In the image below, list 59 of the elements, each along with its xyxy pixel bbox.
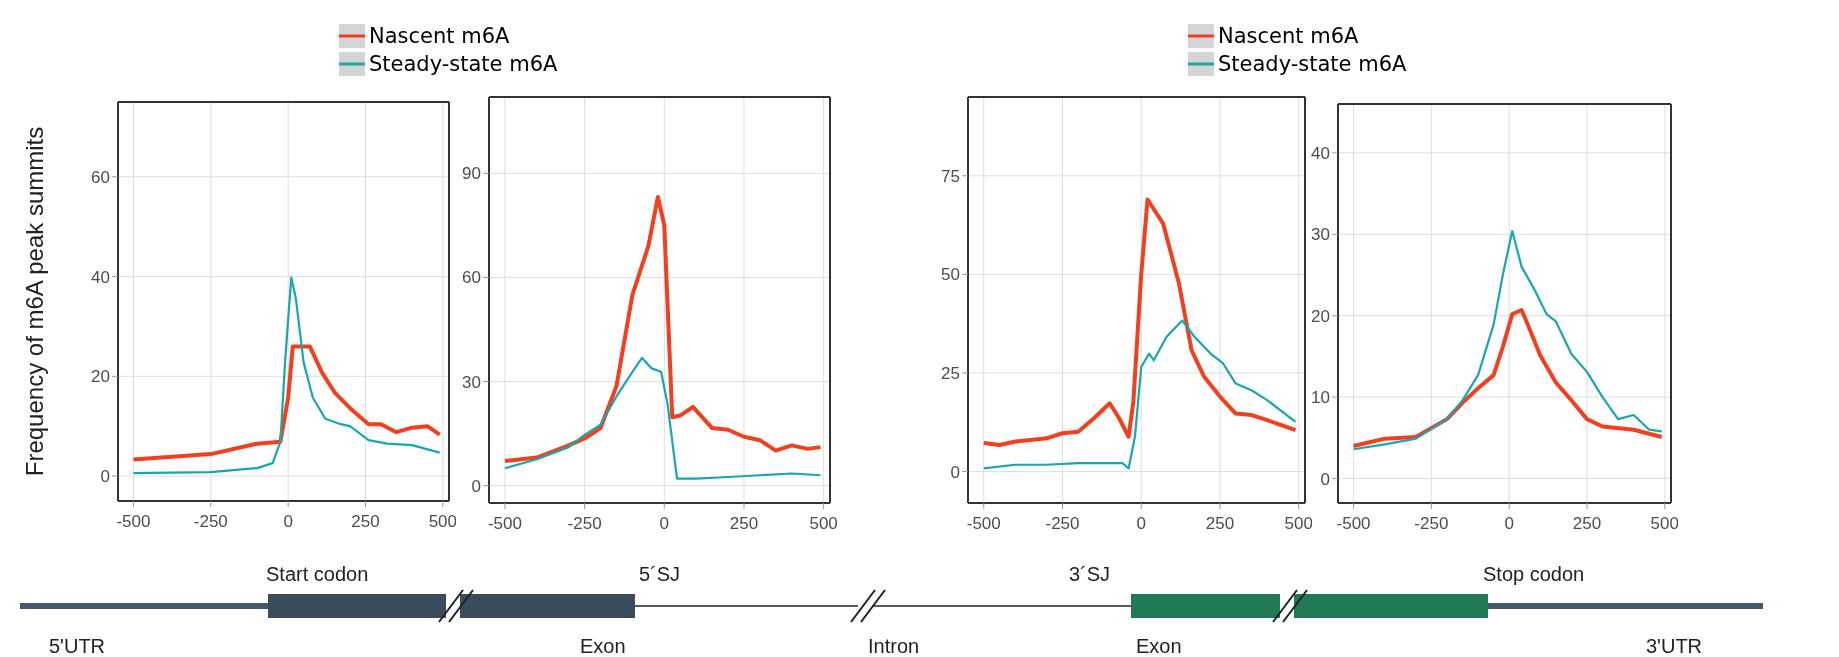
x-tick-label: -250 <box>1414 514 1449 534</box>
text: Stop codon <box>1483 563 1585 585</box>
line-series <box>132 276 441 475</box>
y-tick-label: 20 <box>1311 306 1330 326</box>
x-tick-label: 0 <box>1504 514 1514 534</box>
line-series <box>1352 229 1663 451</box>
line-series <box>503 356 822 480</box>
y-tick-label: 90 <box>462 164 481 184</box>
x-tick-label: -500 <box>1336 514 1371 534</box>
text: 3'UTR <box>1646 635 1703 657</box>
text: 5´SJ <box>639 563 681 585</box>
y-tick-label: 30 <box>1311 225 1330 245</box>
x-tick-label: 250 <box>1205 514 1235 534</box>
x-tick-label: 500 <box>428 512 457 532</box>
text: Intron <box>868 635 920 657</box>
y-tick-label: 50 <box>941 265 960 285</box>
text: 5'UTR <box>49 635 106 657</box>
y-tick-label: 0 <box>471 476 481 496</box>
y-tick-label: 25 <box>941 363 960 383</box>
text: Start codon <box>266 563 369 585</box>
y-tick-label: 40 <box>91 267 110 287</box>
x-tick-label: 250 <box>1572 514 1602 534</box>
x-tick-label: 0 <box>659 514 670 534</box>
y-tick-label: 0 <box>950 462 960 482</box>
legend-label: Steady-state m6A <box>369 51 558 78</box>
legend-label: Steady-state m6A <box>1218 51 1407 78</box>
y-tick-label: 30 <box>462 372 481 392</box>
x-tick-label: -250 <box>193 512 228 532</box>
y-tick-label: 60 <box>91 167 110 187</box>
text: 3´SJ <box>1069 563 1111 585</box>
x-tick-label: -500 <box>487 514 522 534</box>
x-tick-label: -500 <box>966 514 1001 534</box>
y-tick-label: 40 <box>1311 143 1330 163</box>
line-series <box>1351 308 1664 448</box>
x-tick-label: -250 <box>1045 514 1080 534</box>
x-tick-label: -250 <box>567 514 602 534</box>
y-tick-label: 0 <box>100 467 110 487</box>
legend-label: Nascent m6A <box>1218 23 1359 50</box>
x-tick-label: -500 <box>116 512 151 532</box>
y-tick-label: 75 <box>941 166 960 186</box>
x-tick-label: 500 <box>1284 514 1313 534</box>
x-tick-label: 0 <box>1136 514 1146 534</box>
line-series <box>502 194 823 464</box>
x-tick-label: 500 <box>809 514 838 534</box>
x-tick-label: 0 <box>283 512 293 532</box>
x-tick-label: 500 <box>1650 514 1679 534</box>
x-tick-label: 250 <box>351 512 380 532</box>
x-tick-label: 250 <box>729 514 759 534</box>
line-series <box>981 197 1298 448</box>
y-axis-title: Frequency of m6A peak summits <box>20 126 48 477</box>
line-series <box>982 319 1297 470</box>
y-tick-label: 20 <box>91 367 110 387</box>
line-series <box>131 344 442 462</box>
legend-label: Nascent m6A <box>369 23 510 50</box>
text: Exon <box>1136 635 1182 657</box>
y-tick-label: 10 <box>1311 388 1330 408</box>
text: Exon <box>580 635 626 657</box>
y-tick-label: 0 <box>1320 469 1330 489</box>
y-tick-label: 60 <box>462 268 481 288</box>
